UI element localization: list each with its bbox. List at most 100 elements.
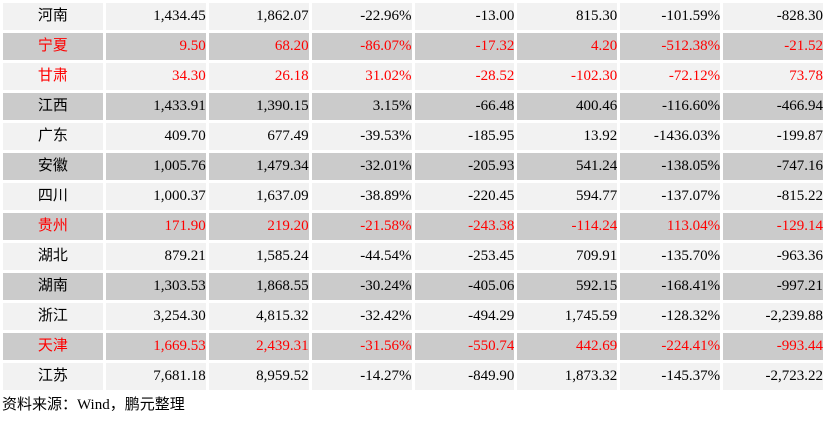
value-cell: -128.32% bbox=[620, 303, 721, 330]
value-cell: -39.53% bbox=[311, 123, 412, 150]
value-cell: -135.70% bbox=[620, 243, 721, 270]
value-cell: -993.44 bbox=[723, 333, 823, 360]
value-cell: -185.95 bbox=[414, 123, 515, 150]
value-cell: -512.38% bbox=[620, 33, 721, 60]
table-body: 河南 1,434.45 1,862.07 -22.96% -13.00 815.30 -10… bbox=[3, 3, 823, 390]
value-cell: -44.54% bbox=[311, 243, 412, 270]
value-cell: -21.58% bbox=[311, 213, 412, 240]
value-cell: 879.21 bbox=[105, 243, 206, 270]
value-cell: 7,681.18 bbox=[105, 363, 206, 390]
value-cell: -205.93 bbox=[414, 153, 515, 180]
value-cell: -38.89% bbox=[311, 183, 412, 210]
province-cell: 甘肃 bbox=[3, 63, 103, 90]
value-cell: -66.48 bbox=[414, 93, 515, 120]
value-cell: -32.01% bbox=[311, 153, 412, 180]
table-row: 江西 1,433.91 1,390.15 3.15% -66.48 400.46 -116.… bbox=[3, 93, 823, 120]
value-cell: -31.56% bbox=[311, 333, 412, 360]
value-cell: -116.60% bbox=[620, 93, 721, 120]
value-cell: -14.27% bbox=[311, 363, 412, 390]
value-cell: -2,239.88 bbox=[723, 303, 823, 330]
value-cell: 13.92 bbox=[517, 123, 618, 150]
value-cell: 709.91 bbox=[517, 243, 618, 270]
value-cell: -199.87 bbox=[723, 123, 823, 150]
value-cell: 3,254.30 bbox=[105, 303, 206, 330]
value-cell: 1,000.37 bbox=[105, 183, 206, 210]
value-cell: 1,390.15 bbox=[208, 93, 309, 120]
value-cell: 2,439.31 bbox=[208, 333, 309, 360]
value-cell: 1,637.09 bbox=[208, 183, 309, 210]
province-cell: 宁夏 bbox=[3, 33, 103, 60]
value-cell: 400.46 bbox=[517, 93, 618, 120]
province-cell: 湖北 bbox=[3, 243, 103, 270]
value-cell: -747.16 bbox=[723, 153, 823, 180]
province-cell: 江西 bbox=[3, 93, 103, 120]
table-row: 安徽 1,005.76 1,479.34 -32.01% -205.93 541.24 -1… bbox=[3, 153, 823, 180]
value-cell: -30.24% bbox=[311, 273, 412, 300]
value-cell: 1,434.45 bbox=[105, 3, 206, 30]
value-cell: 1,669.53 bbox=[105, 333, 206, 360]
value-cell: -129.14 bbox=[723, 213, 823, 240]
value-cell: 1,433.91 bbox=[105, 93, 206, 120]
value-cell: -997.21 bbox=[723, 273, 823, 300]
value-cell: 1,479.34 bbox=[208, 153, 309, 180]
value-cell: 442.69 bbox=[517, 333, 618, 360]
value-cell: -243.38 bbox=[414, 213, 515, 240]
value-cell: -145.37% bbox=[620, 363, 721, 390]
value-cell: -168.41% bbox=[620, 273, 721, 300]
table-row: 四川 1,000.37 1,637.09 -38.89% -220.45 594.77 -1… bbox=[3, 183, 823, 210]
value-cell: -494.29 bbox=[414, 303, 515, 330]
value-cell: -28.52 bbox=[414, 63, 515, 90]
value-cell: -849.90 bbox=[414, 363, 515, 390]
value-cell: 4,815.32 bbox=[208, 303, 309, 330]
province-financial-table: 河南 1,434.45 1,862.07 -22.96% -13.00 815.30 -10… bbox=[3, 3, 823, 390]
value-cell: -1436.03% bbox=[620, 123, 721, 150]
value-cell: 9.50 bbox=[105, 33, 206, 60]
value-cell: 73.78 bbox=[723, 63, 823, 90]
value-cell: -466.94 bbox=[723, 93, 823, 120]
source-note: 资料来源：Wind，鹏元整理 bbox=[2, 397, 185, 413]
value-cell: 1,873.32 bbox=[517, 363, 618, 390]
value-cell: 1,745.59 bbox=[517, 303, 618, 330]
value-cell: 8,959.52 bbox=[208, 363, 309, 390]
value-cell: -22.96% bbox=[311, 3, 412, 30]
value-cell: -21.52 bbox=[723, 33, 823, 60]
province-cell: 贵州 bbox=[3, 213, 103, 240]
value-cell: 592.15 bbox=[517, 273, 618, 300]
value-cell: 113.04% bbox=[620, 213, 721, 240]
value-cell: 1,868.55 bbox=[208, 273, 309, 300]
table-row: 湖北 879.21 1,585.24 -44.54% -253.45 709.91 -135… bbox=[3, 243, 823, 270]
table-row: 浙江 3,254.30 4,815.32 -32.42% -494.29 1,745.59… bbox=[3, 303, 823, 330]
value-cell: 409.70 bbox=[105, 123, 206, 150]
province-cell: 浙江 bbox=[3, 303, 103, 330]
value-cell: 34.30 bbox=[105, 63, 206, 90]
table-row: 湖南 1,303.53 1,868.55 -30.24% -405.06 592.15 -1… bbox=[3, 273, 823, 300]
value-cell: -815.22 bbox=[723, 183, 823, 210]
value-cell: -13.00 bbox=[414, 3, 515, 30]
province-cell: 广东 bbox=[3, 123, 103, 150]
value-cell: -101.59% bbox=[620, 3, 721, 30]
value-cell: 541.24 bbox=[517, 153, 618, 180]
province-cell: 天津 bbox=[3, 333, 103, 360]
value-cell: 1,585.24 bbox=[208, 243, 309, 270]
value-cell: -253.45 bbox=[414, 243, 515, 270]
value-cell: 171.90 bbox=[105, 213, 206, 240]
table-row: 广东 409.70 677.49 -39.53% -185.95 13.92 -1436.0… bbox=[3, 123, 823, 150]
value-cell: 1,303.53 bbox=[105, 273, 206, 300]
value-cell: -828.30 bbox=[723, 3, 823, 30]
value-cell: -72.12% bbox=[620, 63, 721, 90]
value-cell: 1,005.76 bbox=[105, 153, 206, 180]
value-cell: -114.24 bbox=[517, 213, 618, 240]
value-cell: -137.07% bbox=[620, 183, 721, 210]
value-cell: -963.36 bbox=[723, 243, 823, 270]
value-cell: -224.41% bbox=[620, 333, 721, 360]
value-cell: -102.30 bbox=[517, 63, 618, 90]
value-cell: 815.30 bbox=[517, 3, 618, 30]
table-row: 天津 1,669.53 2,439.31 -31.56% -550.74 442.69 -2… bbox=[3, 333, 823, 360]
table-row: 甘肃 34.30 26.18 31.02% -28.52 -102.30 -72.12% 73… bbox=[3, 63, 823, 90]
value-cell: -32.42% bbox=[311, 303, 412, 330]
value-cell: -86.07% bbox=[311, 33, 412, 60]
table-row: 河南 1,434.45 1,862.07 -22.96% -13.00 815.30 -10… bbox=[3, 3, 823, 30]
province-cell: 河南 bbox=[3, 3, 103, 30]
value-cell: 68.20 bbox=[208, 33, 309, 60]
value-cell: 219.20 bbox=[208, 213, 309, 240]
